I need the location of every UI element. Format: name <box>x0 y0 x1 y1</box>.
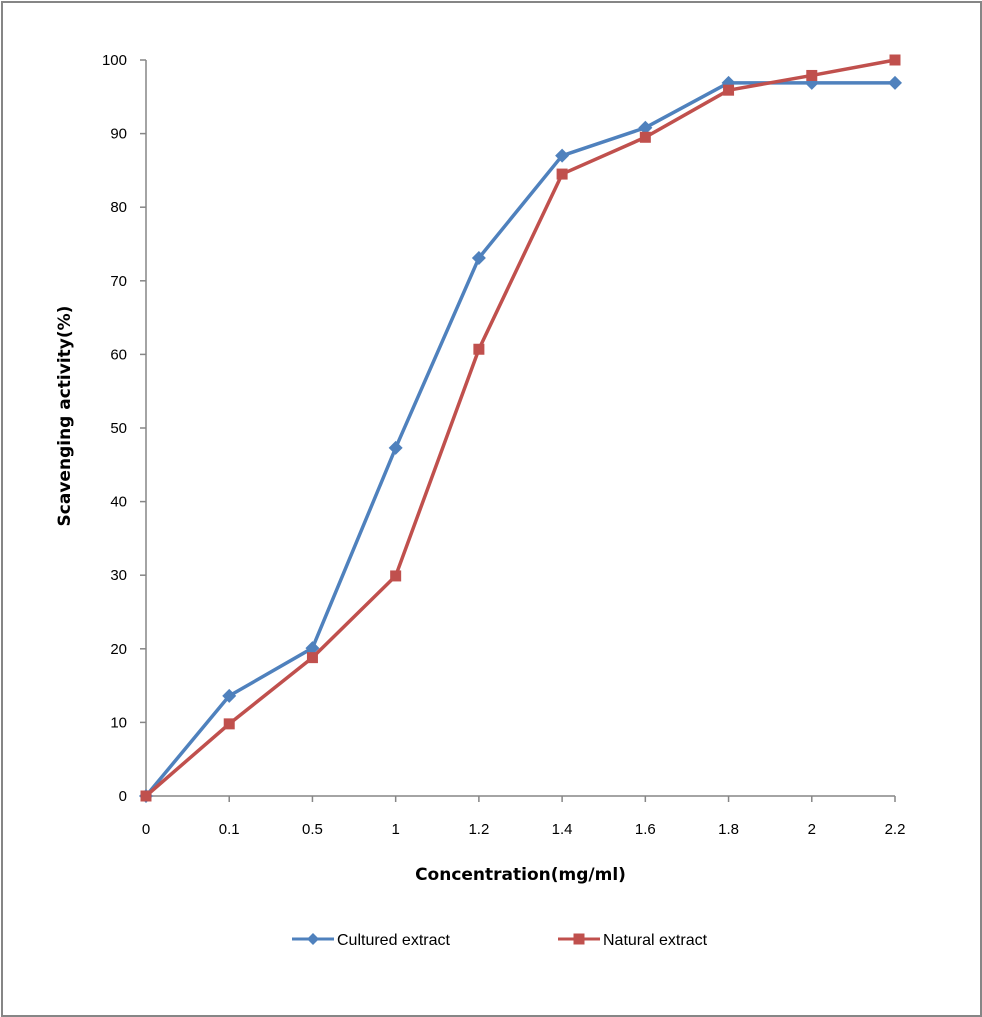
data-point-square <box>639 131 651 143</box>
legend-diamond-icon <box>307 933 319 945</box>
data-point-square <box>223 718 235 730</box>
legend-square-icon <box>573 933 585 945</box>
series-line <box>144 81 895 798</box>
legend-item-cultured: Cultured extract <box>292 932 450 949</box>
data-point-square <box>473 343 485 355</box>
y-tick-label: 70 <box>110 273 127 290</box>
x-tick-label: 2.2 <box>885 821 906 838</box>
legend: Cultured extract Natural extract <box>292 932 708 949</box>
y-tick-label: 10 <box>110 714 127 731</box>
x-tick-label: 1.8 <box>718 821 739 838</box>
y-ticks: 0 10 20 30 40 50 60 70 80 90 100 <box>102 52 146 805</box>
series-cultured-extract <box>139 75 902 803</box>
x-axis-title: Concentration(mg/ml) <box>415 865 626 885</box>
y-tick-label: 60 <box>110 346 127 363</box>
y-tick-label: 100 <box>102 52 127 69</box>
series-layer <box>139 54 902 803</box>
legend-item-natural: Natural extract <box>558 932 708 949</box>
axes <box>145 60 895 797</box>
data-point-diamond <box>471 250 486 265</box>
y-axis-title: Scavenging activity(%) <box>55 306 75 527</box>
data-point-diamond <box>888 75 902 90</box>
y-tick-label: 0 <box>119 788 127 805</box>
legend-label-cultured: Cultured extract <box>337 932 450 949</box>
y-tick-label: 20 <box>110 641 127 658</box>
x-tick-label: 1.4 <box>552 821 573 838</box>
data-point-square <box>889 54 901 66</box>
x-ticks: 0 0.1 0.5 1 1.2 1.4 1.6 1.8 2 2.2 <box>142 796 906 838</box>
data-point-diamond <box>638 120 653 135</box>
data-point-square <box>806 69 818 81</box>
data-point-diamond <box>555 148 570 163</box>
data-point-diamond <box>305 641 320 656</box>
x-tick-label: 1.2 <box>468 821 489 838</box>
data-point-square <box>723 84 735 96</box>
x-tick-label: 1.6 <box>635 821 656 838</box>
y-tick-label: 50 <box>110 420 127 437</box>
series-natural-extract <box>140 54 901 802</box>
data-point-square <box>306 652 318 664</box>
y-tick-label: 30 <box>110 567 127 584</box>
data-point-square <box>140 790 152 802</box>
y-tick-label: 90 <box>110 126 127 143</box>
y-tick-label: 80 <box>110 199 127 216</box>
legend-label-natural: Natural extract <box>603 932 708 949</box>
data-point-diamond <box>388 440 403 455</box>
x-tick-label: 0 <box>142 821 150 838</box>
data-point-square <box>390 570 402 582</box>
data-point-diamond <box>222 688 237 703</box>
series-line <box>144 58 896 798</box>
data-point-square <box>556 168 568 180</box>
x-tick-label: 2 <box>808 821 816 838</box>
x-tick-label: 0.5 <box>302 821 323 838</box>
x-tick-label: 1 <box>391 821 399 838</box>
y-tick-label: 40 <box>110 494 127 511</box>
x-tick-label: 0.1 <box>219 821 240 838</box>
